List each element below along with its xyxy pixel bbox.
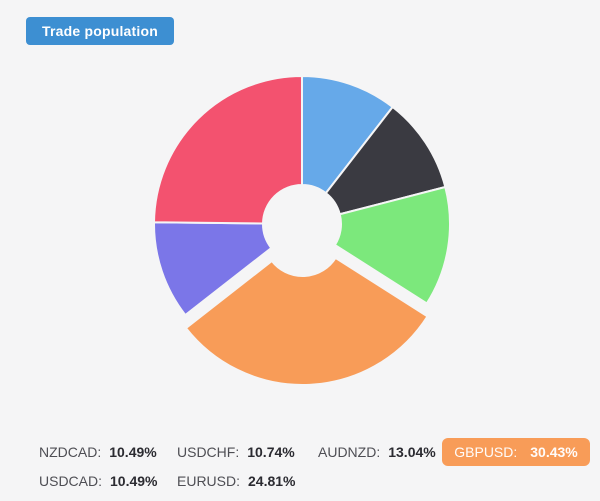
donut-chart-area	[153, 75, 451, 386]
legend-label: EURUSD:	[177, 472, 241, 489]
pie-slice-gbpusd[interactable]	[184, 256, 429, 386]
pie-slice-nzdcad[interactable]	[301, 75, 394, 195]
legend-label: USDCHF:	[177, 443, 240, 460]
legend-value: 24.81%	[248, 472, 296, 489]
legend-value: 10.49%	[109, 443, 157, 460]
legend-item-gbpusd[interactable]: GBPUSD: 30.43%	[442, 437, 590, 466]
chart-legend: NZDCAD: 10.49% USDCHF: 10.74% AUDNZD: 13…	[39, 437, 590, 495]
legend-label: AUDNZD:	[318, 443, 381, 460]
pie-slice-usdcad[interactable]	[324, 106, 447, 216]
pie-slice-eurusd[interactable]	[153, 75, 303, 225]
legend-label: NZDCAD:	[39, 443, 102, 460]
pie-slice-audnzd[interactable]	[333, 186, 451, 305]
trade-population-button[interactable]: Trade population	[26, 17, 174, 45]
legend-item-nzdcad[interactable]: NZDCAD: 10.49%	[39, 444, 177, 460]
legend-value: 10.74%	[247, 443, 295, 460]
legend-item-usdcad[interactable]: USDCAD: 10.49%	[39, 473, 177, 489]
legend-value: 10.49%	[110, 472, 158, 489]
legend-item-audnzd[interactable]: AUDNZD: 13.04%	[318, 444, 442, 460]
legend-label: GBPUSD:	[454, 443, 518, 460]
legend-value: 13.04%	[388, 443, 436, 460]
legend-label: USDCAD:	[39, 472, 103, 489]
legend-value: 30.43%	[530, 443, 578, 460]
donut-svg	[153, 75, 451, 386]
legend-item-eurusd[interactable]: EURUSD: 24.81%	[177, 473, 318, 489]
legend-item-usdchf[interactable]: USDCHF: 10.74%	[177, 444, 318, 460]
